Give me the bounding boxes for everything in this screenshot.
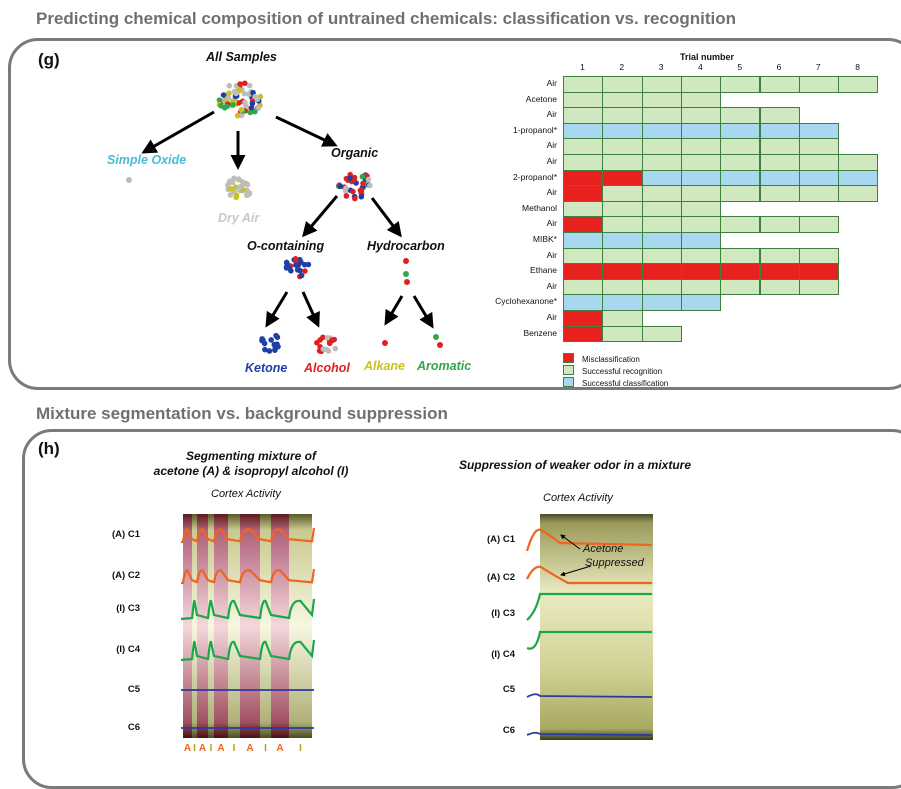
annotation-acetone: Acetone (583, 543, 623, 555)
channel-label: (A) C2 (80, 570, 140, 581)
channel-label: (A) C2 (455, 572, 515, 583)
sequence-label: A (246, 743, 253, 754)
sequence-label: I (193, 743, 196, 754)
sequence-label: I (210, 743, 213, 754)
channel-label: C5 (455, 684, 515, 695)
stimulus-band (228, 514, 240, 738)
stimulus-band (208, 514, 214, 738)
channel-label: (I) C3 (455, 608, 515, 619)
sequence-label: A (276, 743, 283, 754)
stimulus-band (260, 514, 271, 738)
stimulus-band (197, 514, 208, 738)
stimulus-band (192, 514, 197, 738)
sequence-label: A (217, 743, 224, 754)
annotation-suppressed: Suppressed (585, 557, 644, 569)
stimulus-band (214, 514, 228, 738)
sequence-label: A (199, 743, 206, 754)
sequence-label: I (299, 743, 302, 754)
channel-label: (I) C4 (80, 644, 140, 655)
stimulus-band (271, 514, 289, 738)
channel-label: (A) C1 (80, 529, 140, 540)
channel-label: (A) C1 (455, 534, 515, 545)
channel-label: (I) C4 (455, 649, 515, 660)
stimulus-band (240, 514, 260, 738)
sequence-label: I (233, 743, 236, 754)
sequence-label: I (264, 743, 267, 754)
channel-label: C6 (455, 725, 515, 736)
stimulus-band (183, 514, 192, 738)
stimulus-band (289, 514, 312, 738)
sequence-label: A (184, 743, 191, 754)
channel-label: C6 (80, 722, 140, 733)
channel-label: (I) C3 (80, 603, 140, 614)
channel-label: C5 (80, 684, 140, 695)
